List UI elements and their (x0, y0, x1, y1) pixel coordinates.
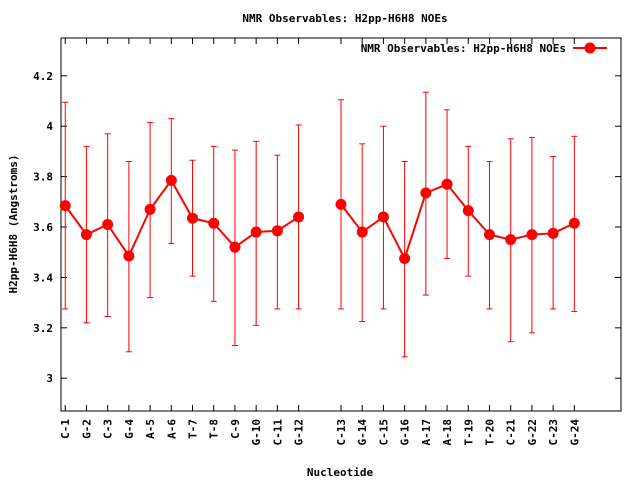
data-point (483, 229, 495, 241)
data-point (250, 226, 262, 238)
x-tick-label: T-7 (187, 419, 200, 439)
y-tick-label: 4.2 (33, 70, 53, 83)
x-tick-label: C-23 (547, 419, 560, 446)
legend-marker (584, 42, 596, 54)
data-point (335, 198, 347, 210)
x-tick-label: A-5 (144, 419, 157, 439)
x-tick-label: A-17 (420, 419, 433, 446)
x-tick-label: C-15 (377, 419, 390, 446)
x-tick-label: C-1 (59, 419, 72, 439)
legend-label: NMR Observables: H2pp-H6H8 NOEs (361, 42, 566, 55)
data-point (229, 241, 241, 253)
x-tick-label: T-19 (462, 419, 475, 446)
data-point (208, 217, 220, 229)
x-tick-label: T-20 (483, 419, 496, 446)
x-tick-label: C-9 (229, 419, 242, 439)
y-tick-label: 4 (46, 120, 53, 133)
data-point (356, 226, 368, 238)
data-point (505, 234, 517, 246)
data-point (80, 229, 92, 241)
y-axis: 3 3.2 3.4 3.6 3.8 4 4.2 (33, 70, 621, 385)
data-point (165, 174, 177, 186)
x-axis: C-1 G-2 C-3 G-4 A-5 A-6 T-7 T-8 C-9 G-10 C-11 G-12 C… (59, 38, 581, 446)
data-point (144, 203, 156, 215)
y-tick-label: 3.8 (33, 171, 53, 184)
y-tick-label: 3.6 (33, 221, 53, 234)
x-tick-label: G-4 (123, 419, 136, 439)
y-tick-label: 3.4 (33, 271, 53, 284)
legend: NMR Observables: H2pp-H6H8 NOEs (361, 42, 607, 55)
x-tick-label: G-16 (399, 419, 412, 446)
data-point (293, 211, 305, 223)
data-point (102, 219, 114, 230)
data-point (187, 212, 199, 224)
x-tick-label: G-12 (293, 419, 306, 446)
x-axis-label: Nucleotide (307, 466, 374, 479)
x-tick-label: G-24 (568, 419, 581, 446)
data-point (526, 229, 538, 241)
x-tick-label: C-3 (102, 419, 115, 439)
error-bars (62, 91, 578, 358)
data-point (399, 253, 411, 265)
data-point (441, 178, 453, 190)
data-point (123, 250, 135, 262)
x-tick-label: G-2 (80, 419, 93, 439)
y-tick-label: 3 (46, 372, 53, 385)
data-point (377, 211, 389, 223)
x-tick-label: T-8 (208, 419, 221, 439)
x-tick-label: C-13 (335, 419, 348, 446)
data-point (547, 227, 559, 239)
y-tick-label: 3.2 (33, 322, 53, 335)
x-tick-label: G-10 (250, 419, 263, 446)
chart-title: NMR Observables: H2pp-H6H8 NOEs (242, 12, 447, 25)
x-tick-label: C-21 (505, 419, 518, 446)
data-point (462, 205, 474, 217)
x-tick-label: A-18 (441, 419, 454, 446)
x-tick-label: G-22 (526, 419, 539, 446)
x-tick-label: C-11 (271, 419, 284, 446)
data-point (568, 217, 580, 229)
series-line (64, 178, 300, 259)
x-tick-label: G-14 (356, 419, 369, 446)
data-points (59, 174, 580, 265)
series-lines (64, 178, 575, 262)
data-point (59, 200, 71, 212)
y-axis-label: H2pp-H6H8 (Angstroms) (7, 154, 20, 293)
x-tick-label: A-6 (165, 419, 178, 439)
data-point (420, 187, 432, 199)
data-point (271, 225, 283, 237)
series-line (340, 182, 575, 262)
